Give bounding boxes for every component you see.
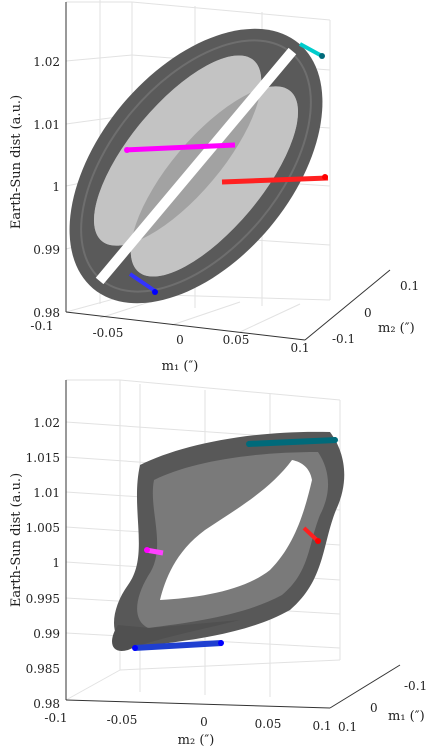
z-ticks-bottom: 1.02 1.015 1.01 1.005 1 0.995 0.99 0.985… xyxy=(26,416,60,711)
tick-label: 0.985 xyxy=(26,662,60,676)
z-ticks-top: 1.02 1.01 1 0.99 0.98 xyxy=(33,55,60,320)
series-bottom xyxy=(132,437,338,651)
data-point xyxy=(319,53,325,59)
x-ticks-bottom: -0.1 -0.05 0 0.05 0.1 xyxy=(44,711,331,733)
y-axis-label: m₁ (″) xyxy=(388,709,425,724)
tick-label: -0.1 xyxy=(30,319,53,333)
series-top xyxy=(124,42,329,295)
tick-label: 1.01 xyxy=(33,118,60,132)
y-axis-label: m₂ (″) xyxy=(378,321,415,336)
tick-label: 1.015 xyxy=(26,451,60,465)
x-ticks-top: -0.1 -0.05 0 0.05 0.1 xyxy=(30,319,309,355)
tick-label: -0.1 xyxy=(404,679,427,693)
tick-label: -0.1 xyxy=(44,711,67,725)
tick-label: 1.02 xyxy=(33,55,60,69)
data-point xyxy=(332,437,338,443)
tick-label: 0 xyxy=(200,715,208,729)
tick-label: -0.1 xyxy=(332,332,355,346)
tick-label: 1.005 xyxy=(26,521,60,535)
tick-label: 0.1 xyxy=(400,279,419,293)
tick-label: 0.05 xyxy=(223,333,250,347)
tick-label: 0.99 xyxy=(33,243,60,257)
y-ticks-top: 0.1 0 -0.1 xyxy=(332,279,419,346)
tick-label: 1 xyxy=(52,180,60,194)
x-axis-label: m₂ (″) xyxy=(178,733,215,748)
tick-label: 1 xyxy=(52,556,60,570)
tick-label: 0.995 xyxy=(26,592,60,606)
tick-label: 0 xyxy=(176,333,184,347)
data-point xyxy=(124,147,130,153)
tick-label: 0.98 xyxy=(33,697,60,711)
x-axis-label: m₁ (″) xyxy=(162,359,199,374)
surface-bottom xyxy=(112,431,345,651)
data-point xyxy=(315,538,321,544)
tick-label: 0.98 xyxy=(33,306,60,320)
tick-label: 0 xyxy=(370,701,378,715)
tick-label: 1.02 xyxy=(33,416,60,430)
tick-label: 0 xyxy=(364,306,372,320)
tick-label: -0.05 xyxy=(93,326,124,340)
tick-label: -0.05 xyxy=(107,713,138,727)
tick-label: 0.1 xyxy=(312,719,331,733)
data-point xyxy=(144,547,150,553)
tick-label: 0.1 xyxy=(290,341,309,355)
plot-bottom: 1.02 1.015 1.01 1.005 1 0.995 0.99 0.985… xyxy=(9,379,427,748)
y-ticks-bottom: -0.1 0 0.1 xyxy=(338,679,427,734)
data-point xyxy=(322,174,328,180)
data-point xyxy=(152,289,158,295)
axes-top xyxy=(65,2,391,341)
data-point xyxy=(132,645,138,651)
plot-top: 1.02 1.01 1 0.99 0.98 -0.1 -0.05 0 0.05 … xyxy=(9,0,419,374)
surface-top xyxy=(69,28,323,304)
data-point xyxy=(246,441,252,447)
data-point xyxy=(218,640,224,646)
z-axis-label: Earth-Sun dist (a.u.) xyxy=(9,95,24,229)
z-axis-label: Earth-Sun dist (a.u.) xyxy=(9,473,24,607)
tick-label: 1.01 xyxy=(33,486,60,500)
tick-label: 0.1 xyxy=(338,720,357,734)
tick-label: 0.99 xyxy=(33,627,60,641)
axes-bottom xyxy=(65,380,401,709)
tick-label: 0.05 xyxy=(255,717,282,731)
